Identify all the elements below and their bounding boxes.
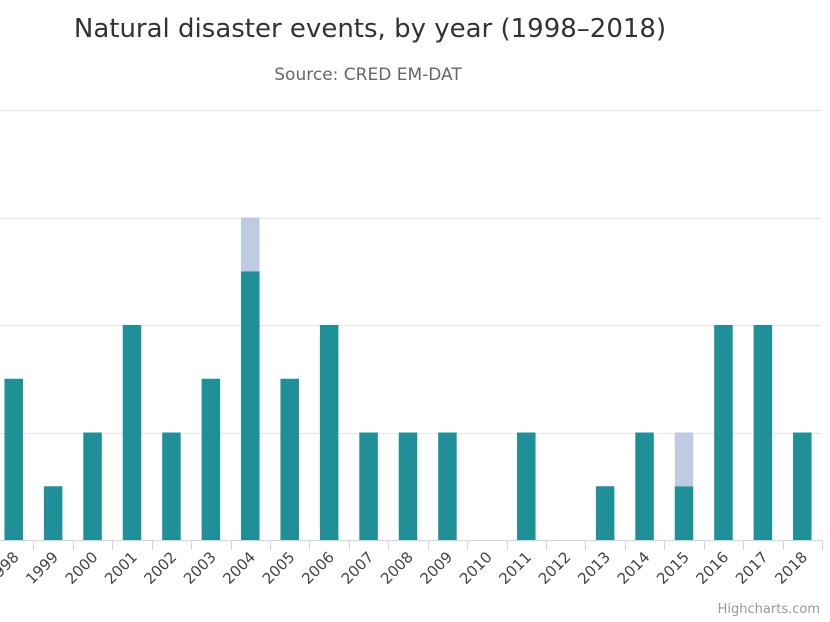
bar-2006-series-1[interactable] bbox=[319, 325, 339, 540]
x-tick-label-2018: 2018 bbox=[771, 548, 811, 588]
x-tick-label-2005: 2005 bbox=[259, 548, 299, 588]
x-tick-label-2013: 2013 bbox=[574, 548, 614, 588]
bar-2001-series-1[interactable] bbox=[122, 325, 142, 540]
bar-2015-series-2[interactable] bbox=[674, 432, 694, 487]
x-tick-label-2016: 2016 bbox=[692, 548, 732, 588]
x-tick-label-1999: 1999 bbox=[22, 548, 62, 588]
x-tick-label-2009: 2009 bbox=[416, 548, 456, 588]
x-tick-label-2007: 2007 bbox=[338, 548, 378, 588]
x-tick-label-2014: 2014 bbox=[614, 548, 654, 588]
bar-2018-series-1[interactable] bbox=[793, 432, 812, 541]
x-tick-label-2001: 2001 bbox=[101, 548, 141, 588]
bar-2003-series-1[interactable] bbox=[201, 378, 221, 540]
x-tick-label-2003: 2003 bbox=[180, 548, 220, 588]
bar-2002-series-1[interactable] bbox=[162, 432, 181, 541]
bar-2009-series-1[interactable] bbox=[438, 432, 457, 541]
bar-2004-series-2[interactable] bbox=[241, 217, 260, 272]
bar-2005-series-1[interactable] bbox=[280, 378, 299, 540]
x-axis-labels: 1998 1999 2000 2001 2002 2003 2004 2005 2006 2007… bbox=[0, 548, 811, 588]
chart-title: Natural disaster events, by year (1998–2… bbox=[74, 14, 666, 44]
bar-1999-series-1[interactable] bbox=[43, 486, 63, 540]
bar-2017-series-1[interactable] bbox=[753, 325, 773, 540]
bar-2011-series-1[interactable] bbox=[517, 432, 536, 541]
bar-2004-series-1[interactable] bbox=[241, 271, 260, 540]
bar-1998-series-1[interactable] bbox=[4, 378, 23, 540]
bar-2007-series-1[interactable] bbox=[359, 432, 378, 541]
bar-2014-series-1[interactable] bbox=[635, 432, 654, 541]
x-tick-label-2004: 2004 bbox=[219, 548, 259, 588]
x-tick-label-2000: 2000 bbox=[62, 548, 102, 588]
bar-2015-series-1[interactable] bbox=[674, 486, 694, 540]
x-tick-label-1998: 1998 bbox=[0, 548, 23, 588]
x-tick-label-2006: 2006 bbox=[298, 548, 338, 588]
bars bbox=[4, 217, 812, 541]
bar-2016-series-1[interactable] bbox=[714, 325, 733, 540]
x-tick-label-2011: 2011 bbox=[495, 548, 535, 588]
bar-2000-series-1[interactable] bbox=[83, 432, 102, 541]
x-tick-label-2002: 2002 bbox=[140, 548, 180, 588]
credits-link[interactable]: Highcharts.com bbox=[718, 602, 820, 617]
x-tick-label-2017: 2017 bbox=[732, 548, 772, 588]
x-tick-label-2015: 2015 bbox=[653, 548, 693, 588]
chart-subtitle: Source: CRED EM-DAT bbox=[274, 65, 462, 85]
x-axis bbox=[0, 540, 823, 550]
x-tick-label-2010: 2010 bbox=[456, 548, 496, 588]
x-tick-label-2008: 2008 bbox=[377, 548, 417, 588]
bar-2008-series-1[interactable] bbox=[398, 432, 418, 541]
x-tick-label-2012: 2012 bbox=[535, 548, 575, 588]
bar-2013-series-1[interactable] bbox=[595, 486, 615, 540]
